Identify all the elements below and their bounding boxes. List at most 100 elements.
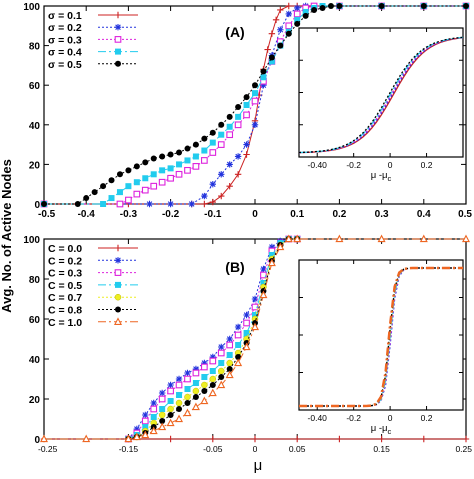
x-tick-label: 0.25: [455, 444, 472, 454]
y-tick-label: 60: [29, 81, 41, 92]
data-point: [285, 10, 292, 18]
data-point: [243, 94, 250, 101]
y-tick-label: 40: [29, 121, 41, 132]
y-tick-label: 0: [34, 200, 40, 211]
data-point: [158, 178, 166, 186]
legend-marker: [114, 244, 122, 252]
y-tick-label: 0: [34, 435, 40, 446]
inset-x-tick-label: 0.2: [421, 160, 433, 170]
legend-marker: [114, 36, 122, 43]
data-point: [201, 374, 208, 380]
data-point: [378, 435, 385, 443]
data-point: [234, 358, 243, 367]
data-point: [243, 111, 250, 119]
x-tick-label: 0.15: [373, 444, 390, 454]
data-point: [284, 234, 293, 243]
data-point: [268, 30, 276, 37]
data-point: [175, 414, 184, 423]
data-point: [209, 435, 216, 443]
x-tick-label: -0.05: [203, 444, 223, 454]
data-point: [175, 381, 183, 389]
x-tick-label: -0.2: [162, 209, 180, 220]
series-6: [39, 234, 471, 443]
inset: -0.40 -0.2 0 0.2 μ -μc: [298, 259, 464, 436]
data-point: [150, 405, 158, 413]
data-point: [217, 380, 226, 389]
data-point: [251, 303, 259, 311]
legend-label: C = 0.8: [48, 305, 82, 317]
data-point: [243, 141, 250, 148]
data-point: [277, 42, 284, 49]
data-point: [200, 396, 209, 405]
data-point: [167, 412, 174, 418]
data-point: [201, 192, 208, 200]
data-point: [234, 331, 242, 339]
data-point: [293, 234, 302, 243]
data-point: [260, 68, 267, 75]
data-point: [277, 26, 284, 33]
data-point: [192, 394, 199, 400]
data-point: [461, 234, 471, 243]
data-point: [132, 432, 141, 441]
y-tick-label: 100: [23, 2, 40, 13]
data-point: [175, 170, 183, 178]
data-point: [335, 234, 344, 243]
data-point: [183, 408, 192, 417]
inset: -0.40 -0.2 0 0.2 μ -μc: [298, 27, 464, 183]
legend-label: C = 0.7: [48, 292, 82, 304]
data-point: [201, 200, 208, 208]
data-point: [192, 141, 199, 148]
data-point: [209, 149, 217, 156]
data-point: [201, 157, 208, 164]
data-point: [285, 30, 292, 37]
legend-marker: [114, 269, 122, 276]
series-2: [125, 235, 301, 443]
data-point: [158, 389, 166, 397]
data-point: [419, 234, 428, 243]
data-point: [218, 131, 225, 138]
data-point: [463, 3, 469, 9]
series-line: [128, 238, 298, 440]
data-point: [176, 161, 183, 168]
data-point: [159, 167, 166, 174]
data-point: [336, 435, 343, 443]
inset-frame: [298, 259, 464, 411]
data-point: [235, 113, 242, 120]
data-point: [184, 166, 191, 174]
data-point: [294, 435, 301, 443]
data-point: [141, 417, 149, 425]
data-point: [260, 280, 267, 286]
data-point: [259, 290, 268, 299]
data-point: [142, 159, 149, 166]
inset-x-label-subscript: c: [388, 174, 392, 183]
data-point: [209, 368, 216, 374]
x-tick-label: 0.2: [332, 209, 346, 220]
legend-label: σ = 0.4: [48, 47, 82, 59]
inset-x-tick-label: 0: [388, 160, 393, 170]
x-tick-label: 0.4: [417, 209, 431, 220]
inset-x-label: μ -μc: [371, 170, 392, 183]
y-tick-label: 20: [29, 160, 41, 171]
data-point: [167, 398, 174, 404]
data-point: [268, 58, 275, 65]
y-tick-label: 40: [29, 355, 41, 366]
data-point: [226, 366, 233, 372]
inset-x-tick-label: -0.2: [346, 413, 361, 423]
data-point: [142, 411, 149, 419]
data-point: [260, 74, 267, 81]
data-point: [209, 181, 216, 188]
legend-label: C = 0.5: [48, 280, 82, 292]
data-point: [176, 392, 183, 398]
y-tick-label: 60: [29, 315, 41, 326]
data-point: [234, 153, 242, 160]
data-point: [218, 374, 225, 380]
data-point: [226, 113, 233, 120]
data-point: [133, 190, 141, 198]
data-point: [243, 311, 250, 319]
x-tick-label: 0.1: [290, 209, 304, 220]
data-point: [243, 319, 250, 327]
data-point: [192, 387, 200, 395]
data-point: [159, 153, 166, 160]
x-tick-label: 0.5: [458, 209, 472, 220]
